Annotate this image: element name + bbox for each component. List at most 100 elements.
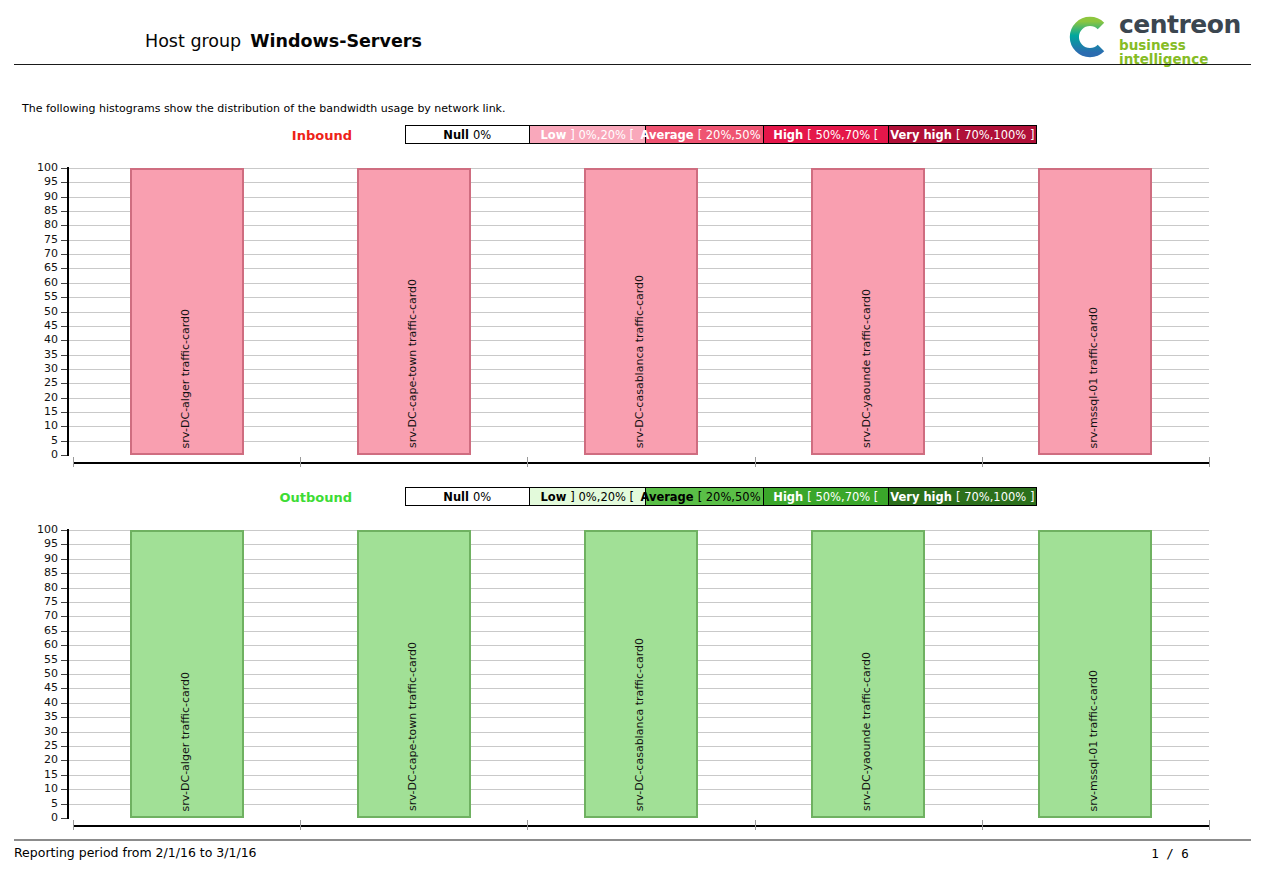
gridline [69,602,1209,603]
bar-inbound-5: srv-mssql-01 traffic-card0 [1038,168,1152,455]
y-axis-tick-label: 25 [2,739,58,752]
y-axis-tick [61,283,68,284]
legend-cell-average: Average[ 20%,50% [ [645,126,763,143]
x-axis-tick [755,457,756,467]
y-axis-tick-label: 15 [2,405,58,418]
x-axis-tick [300,457,301,467]
y-axis-tick-label: 70 [2,247,58,260]
legend-cell-low: Low] 0%,20% [ [529,126,646,143]
logo-tagline-text: business intelligence [1119,39,1265,66]
bar-category-label: srv-DC-alger traffic-card0 [179,309,192,448]
y-axis-tick-label: 0 [2,448,58,461]
x-axis-tick [527,820,528,830]
inbound-section-label: Inbound [222,128,352,143]
y-axis-tick [61,326,68,327]
y-axis-tick [61,559,68,560]
y-axis-tick [61,789,68,790]
y-axis-tick-label: 45 [2,681,58,694]
bar-category-label: srv-mssql-01 traffic-card0 [1087,307,1100,448]
y-axis-tick [61,369,68,370]
y-axis-tick [61,225,68,226]
centreon-logo: centreon business intelligence [1068,12,1265,66]
y-axis-tick [61,616,68,617]
bar-category-label: srv-DC-yaounde traffic-card0 [860,652,873,811]
y-axis-tick [61,340,68,341]
y-axis-tick [61,383,68,384]
y-axis-tick [61,760,68,761]
page-title-prefix: Host group [145,31,241,51]
y-axis-tick [61,804,68,805]
bar-outbound-4: srv-DC-yaounde traffic-card0 [811,530,925,818]
y-axis-tick [61,312,68,313]
gridline [69,775,1209,776]
y-axis-line [67,529,69,819]
gridline [69,441,1209,442]
gridline [69,283,1209,284]
gridline [69,426,1209,427]
y-axis-tick [61,398,68,399]
gridline [69,211,1209,212]
gridline [69,588,1209,589]
y-axis-tick-label: 50 [2,667,58,680]
y-axis-tick [61,455,68,456]
y-axis-tick-label: 70 [2,609,58,622]
bar-category-label: srv-DC-alger traffic-card0 [179,672,192,811]
y-axis-tick-label: 0 [2,811,58,824]
bar-category-label: srv-DC-cape-town traffic-card0 [406,279,419,448]
y-axis-tick-label: 40 [2,696,58,709]
y-axis-tick [61,211,68,212]
y-axis-tick [61,254,68,255]
bar-outbound-1: srv-DC-alger traffic-card0 [130,530,244,818]
y-axis-tick [61,544,68,545]
y-axis-tick-label: 100 [2,161,58,174]
y-axis-tick [61,412,68,413]
x-axis-tick [982,820,983,830]
bar-outbound-5: srv-mssql-01 traffic-card0 [1038,530,1152,818]
gridline [69,197,1209,198]
outbound-section-label: Outbound [222,490,352,505]
y-axis-tick-label: 90 [2,190,58,203]
bar-inbound-3: srv-DC-casablanca traffic-card0 [584,168,698,455]
x-axis-tick [1209,820,1210,830]
gridline [69,168,1209,169]
y-axis-tick [61,674,68,675]
y-axis-tick-label: 75 [2,233,58,246]
y-axis-tick-label: 65 [2,261,58,274]
y-axis-tick-label: 55 [2,653,58,666]
y-axis-tick [61,268,68,269]
y-axis-tick-label: 65 [2,624,58,637]
legend-cell-average: Average[ 20%,50% [ [645,488,763,505]
y-axis-tick [61,645,68,646]
y-axis-tick-label: 85 [2,204,58,217]
y-axis-tick-label: 10 [2,419,58,432]
gridline [69,340,1209,341]
y-axis-line [67,167,69,456]
y-axis-tick [61,168,68,169]
gridline [69,804,1209,805]
gridline [69,760,1209,761]
page-title-hostgroup: Windows-Servers [250,31,422,51]
y-axis-tick-label: 20 [2,391,58,404]
gridline [69,746,1209,747]
intro-text: The following histograms show the distri… [22,102,506,115]
y-axis-tick-label: 20 [2,753,58,766]
bar-inbound-4: srv-DC-yaounde traffic-card0 [811,168,925,455]
y-axis-tick-label: 55 [2,290,58,303]
gridline [69,544,1209,545]
y-axis-tick [61,182,68,183]
gridline [69,732,1209,733]
outbound-legend: Null0%Low] 0%,20% [Average[ 20%,50% [Hig… [405,487,1037,506]
y-axis-tick [61,775,68,776]
y-axis-tick-label: 85 [2,566,58,579]
gridline [69,268,1209,269]
y-axis-tick [61,426,68,427]
y-axis-tick-label: 95 [2,537,58,550]
y-axis-tick-label: 80 [2,218,58,231]
bar-category-label: srv-DC-casablanca traffic-card0 [633,275,646,448]
y-axis-tick-label: 50 [2,305,58,318]
y-axis-tick-label: 60 [2,276,58,289]
bar-inbound-2: srv-DC-cape-town traffic-card0 [357,168,471,455]
gridline [69,369,1209,370]
y-axis-tick [61,631,68,632]
gridline [69,412,1209,413]
